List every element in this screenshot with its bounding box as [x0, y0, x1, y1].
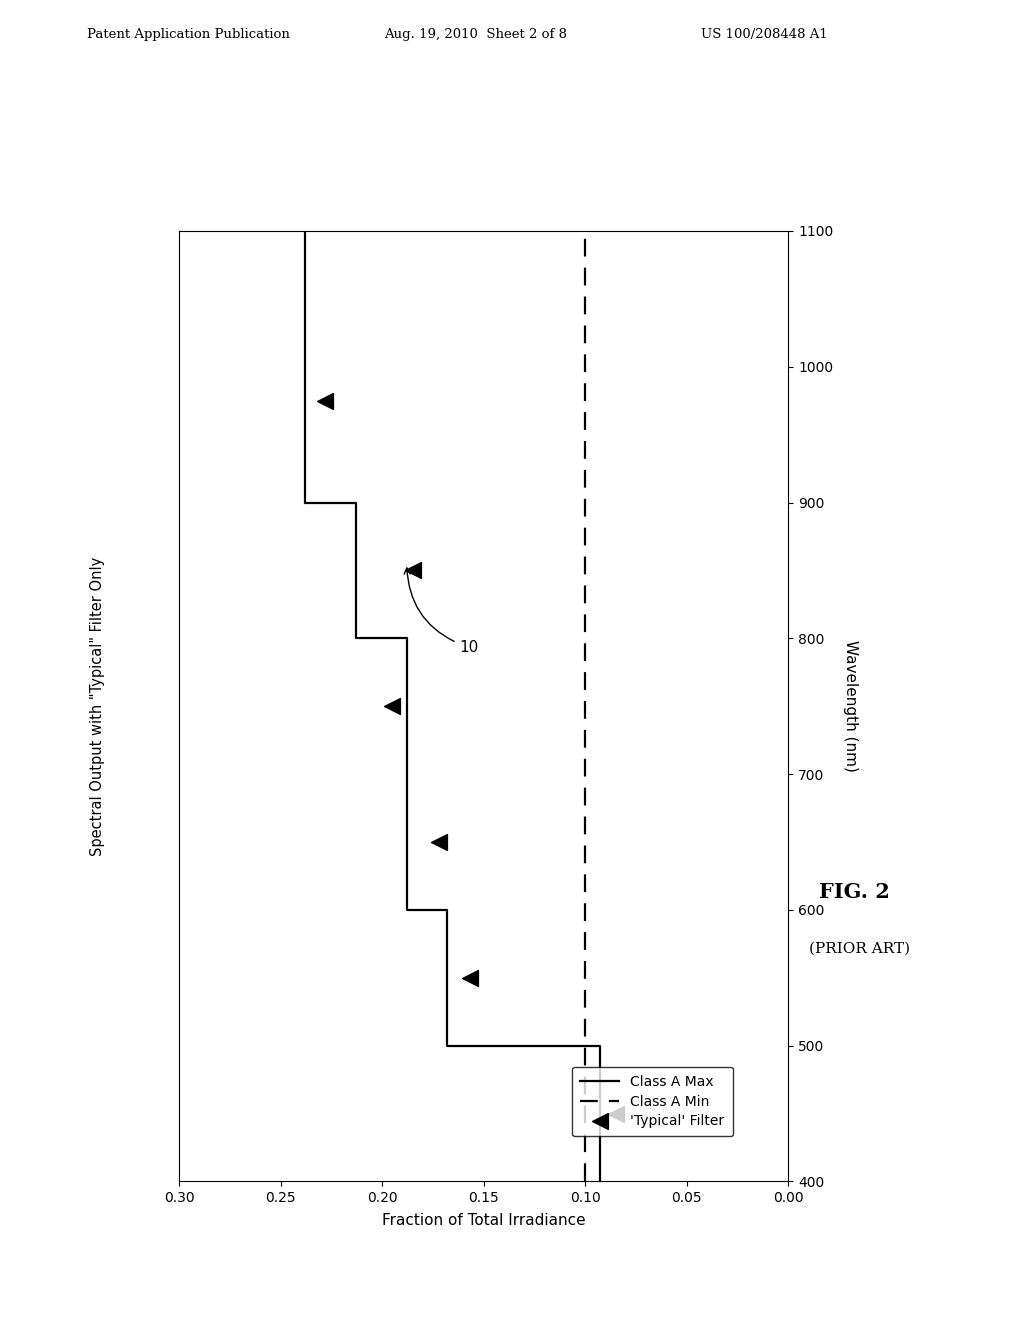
Class A Min	[580, 223, 592, 239]
Class A Min	[580, 631, 592, 647]
Class A Max	[441, 902, 454, 917]
Class A Max	[400, 902, 413, 917]
'Typical' Filter	[462, 968, 478, 989]
'Typical' Filter	[317, 391, 334, 412]
Class A Min	[580, 1038, 592, 1053]
Text: FIG. 2: FIG. 2	[819, 882, 890, 902]
Class A Max	[594, 1038, 606, 1053]
Class A Max	[299, 495, 311, 511]
Y-axis label: Wavelength (nm): Wavelength (nm)	[844, 640, 858, 772]
'Typical' Filter	[404, 560, 421, 581]
Class A Max	[400, 766, 413, 781]
Class A Min	[580, 902, 592, 917]
Text: 10: 10	[404, 568, 478, 655]
X-axis label: Fraction of Total Irradiance: Fraction of Total Irradiance	[382, 1213, 586, 1229]
Text: (PRIOR ART): (PRIOR ART)	[809, 942, 910, 956]
Class A Min	[580, 495, 592, 511]
Class A Min	[580, 902, 592, 917]
Text: US 100/208448 A1: US 100/208448 A1	[701, 28, 828, 41]
Class A Min	[580, 495, 592, 511]
Line: Class A Max: Class A Max	[305, 231, 600, 1181]
Class A Max	[350, 495, 362, 511]
Class A Max	[441, 1038, 454, 1053]
Class A Max	[350, 631, 362, 647]
Legend: Class A Max, Class A Min, 'Typical' Filter: Class A Max, Class A Min, 'Typical' Filt…	[572, 1067, 733, 1137]
Text: Patent Application Publication: Patent Application Publication	[87, 28, 290, 41]
Text: Aug. 19, 2010  Sheet 2 of 8: Aug. 19, 2010 Sheet 2 of 8	[384, 28, 567, 41]
'Typical' Filter	[384, 696, 400, 717]
Text: Spectral Output with "Typical" Filter Only: Spectral Output with "Typical" Filter On…	[90, 557, 104, 855]
'Typical' Filter	[607, 1104, 624, 1125]
Class A Min	[580, 631, 592, 647]
Class A Min	[580, 766, 592, 781]
Class A Max	[594, 1173, 606, 1189]
Class A Min	[580, 1173, 592, 1189]
'Typical' Filter	[431, 832, 447, 853]
Class A Min	[580, 1038, 592, 1053]
Class A Max	[400, 631, 413, 647]
Class A Max	[299, 223, 311, 239]
Class A Min	[580, 766, 592, 781]
Class A Max	[400, 766, 413, 781]
